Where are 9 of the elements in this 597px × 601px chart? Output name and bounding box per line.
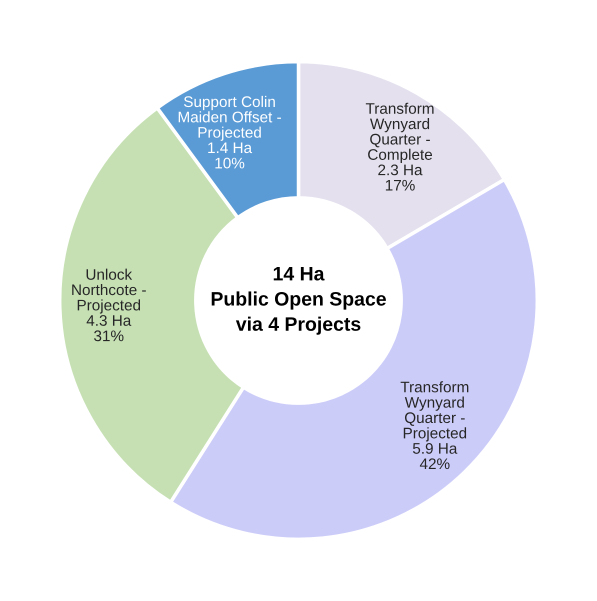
slice-label: Unlock Northcote - Projected xyxy=(72,268,146,314)
data-label: 4.3 Ha 31% xyxy=(86,315,132,342)
data-label: 2.3 Ha 17% xyxy=(378,164,423,191)
slice-label: Transform Wynyard Quarter - Projected xyxy=(400,381,468,442)
slice-label: Support Colin Maiden Offset - Projected xyxy=(178,96,281,141)
slice-label: Transform Wynyard Quarter - Complete xyxy=(366,102,434,163)
data-label: 1.4 Ha 10% xyxy=(208,142,252,168)
text: 14 Ha Public Open Space via 4 Projects xyxy=(212,266,386,335)
data-label: 5.9 Ha 42% xyxy=(412,443,458,470)
